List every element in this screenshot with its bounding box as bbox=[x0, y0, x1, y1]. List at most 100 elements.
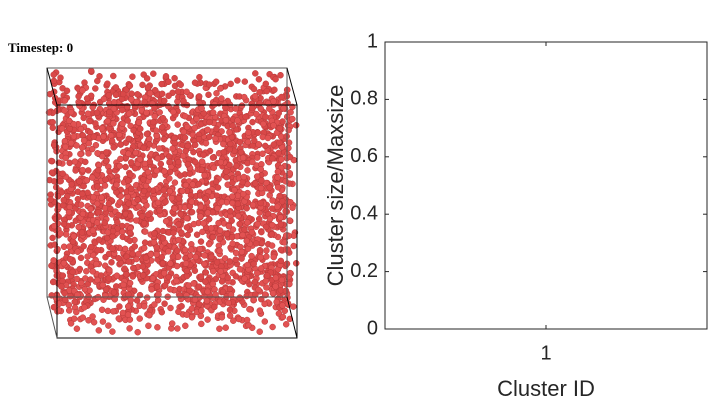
particle bbox=[126, 237, 134, 245]
particle bbox=[252, 70, 259, 77]
particle bbox=[98, 306, 106, 314]
particle bbox=[229, 193, 236, 200]
particle bbox=[245, 129, 252, 136]
particle bbox=[102, 286, 110, 293]
particle bbox=[260, 120, 267, 128]
particle bbox=[125, 135, 132, 143]
particle bbox=[251, 92, 259, 100]
particle bbox=[80, 114, 87, 122]
particle bbox=[102, 157, 110, 165]
particle bbox=[184, 142, 191, 150]
particle bbox=[104, 117, 111, 125]
particle bbox=[168, 194, 176, 202]
particle bbox=[161, 97, 168, 104]
particle bbox=[195, 180, 203, 188]
particle bbox=[141, 303, 148, 310]
particle bbox=[165, 103, 172, 110]
particle bbox=[116, 198, 124, 206]
particle bbox=[223, 230, 231, 238]
particle bbox=[227, 291, 235, 298]
particle bbox=[233, 162, 240, 170]
particle bbox=[285, 144, 292, 152]
particle bbox=[90, 319, 98, 326]
particle bbox=[271, 86, 278, 94]
particle bbox=[162, 198, 169, 206]
particle bbox=[254, 220, 261, 228]
particle bbox=[217, 85, 224, 92]
particle bbox=[80, 137, 88, 144]
particle bbox=[269, 323, 276, 331]
particle bbox=[166, 187, 174, 195]
particle bbox=[277, 221, 285, 228]
particle bbox=[257, 166, 265, 173]
particle bbox=[255, 141, 262, 148]
particle bbox=[249, 201, 257, 209]
particle bbox=[110, 105, 118, 113]
particles bbox=[45, 67, 300, 336]
particle bbox=[173, 262, 181, 270]
particle bbox=[87, 67, 95, 75]
particle bbox=[262, 142, 269, 150]
particle bbox=[99, 318, 107, 325]
particle bbox=[151, 86, 159, 94]
particle bbox=[205, 215, 213, 223]
particle bbox=[117, 141, 124, 148]
particle bbox=[236, 294, 244, 301]
particle bbox=[216, 247, 223, 254]
particle bbox=[218, 278, 226, 285]
particle bbox=[181, 134, 189, 141]
particle bbox=[78, 279, 85, 287]
particle bbox=[195, 301, 203, 308]
particle bbox=[251, 278, 259, 286]
particle bbox=[264, 134, 272, 142]
particle bbox=[175, 308, 182, 316]
particle bbox=[84, 253, 91, 260]
particle bbox=[86, 117, 93, 125]
particle bbox=[116, 131, 123, 139]
particle bbox=[94, 246, 101, 254]
particle bbox=[47, 196, 54, 203]
particle bbox=[168, 320, 176, 327]
particle bbox=[105, 275, 113, 282]
particle bbox=[93, 219, 101, 226]
x-axis-label: Cluster ID bbox=[497, 376, 595, 401]
particle bbox=[142, 254, 150, 261]
particle bbox=[173, 247, 181, 254]
particle bbox=[273, 298, 280, 306]
particle bbox=[54, 245, 61, 253]
particle bbox=[236, 220, 243, 228]
particle bbox=[124, 303, 132, 310]
particle bbox=[97, 272, 105, 279]
particle bbox=[71, 158, 79, 165]
particle bbox=[88, 145, 96, 153]
particle bbox=[102, 149, 110, 156]
particle bbox=[218, 95, 225, 102]
particle bbox=[175, 236, 182, 244]
particle bbox=[61, 107, 68, 114]
particle bbox=[189, 181, 196, 188]
particle bbox=[63, 87, 71, 95]
particle bbox=[135, 250, 142, 258]
y-axis-label: Cluster size/Maxsize bbox=[323, 85, 348, 287]
particle bbox=[139, 263, 147, 270]
particle bbox=[209, 280, 217, 288]
particle bbox=[255, 286, 262, 294]
y-tick-label: 0.4 bbox=[350, 202, 378, 224]
particle bbox=[141, 98, 148, 106]
particle bbox=[252, 180, 259, 187]
particle bbox=[205, 91, 212, 99]
particle bbox=[57, 230, 64, 237]
particle bbox=[104, 307, 112, 315]
y-tick-label: 0.6 bbox=[350, 145, 378, 167]
particle bbox=[158, 123, 166, 131]
particle bbox=[76, 265, 84, 273]
particle bbox=[72, 167, 79, 174]
particle bbox=[249, 104, 256, 112]
particle bbox=[143, 75, 151, 82]
particle bbox=[180, 97, 187, 105]
particle bbox=[60, 243, 68, 251]
particle bbox=[79, 314, 87, 321]
particle bbox=[175, 158, 182, 166]
particle bbox=[46, 90, 54, 98]
particle bbox=[120, 281, 127, 289]
